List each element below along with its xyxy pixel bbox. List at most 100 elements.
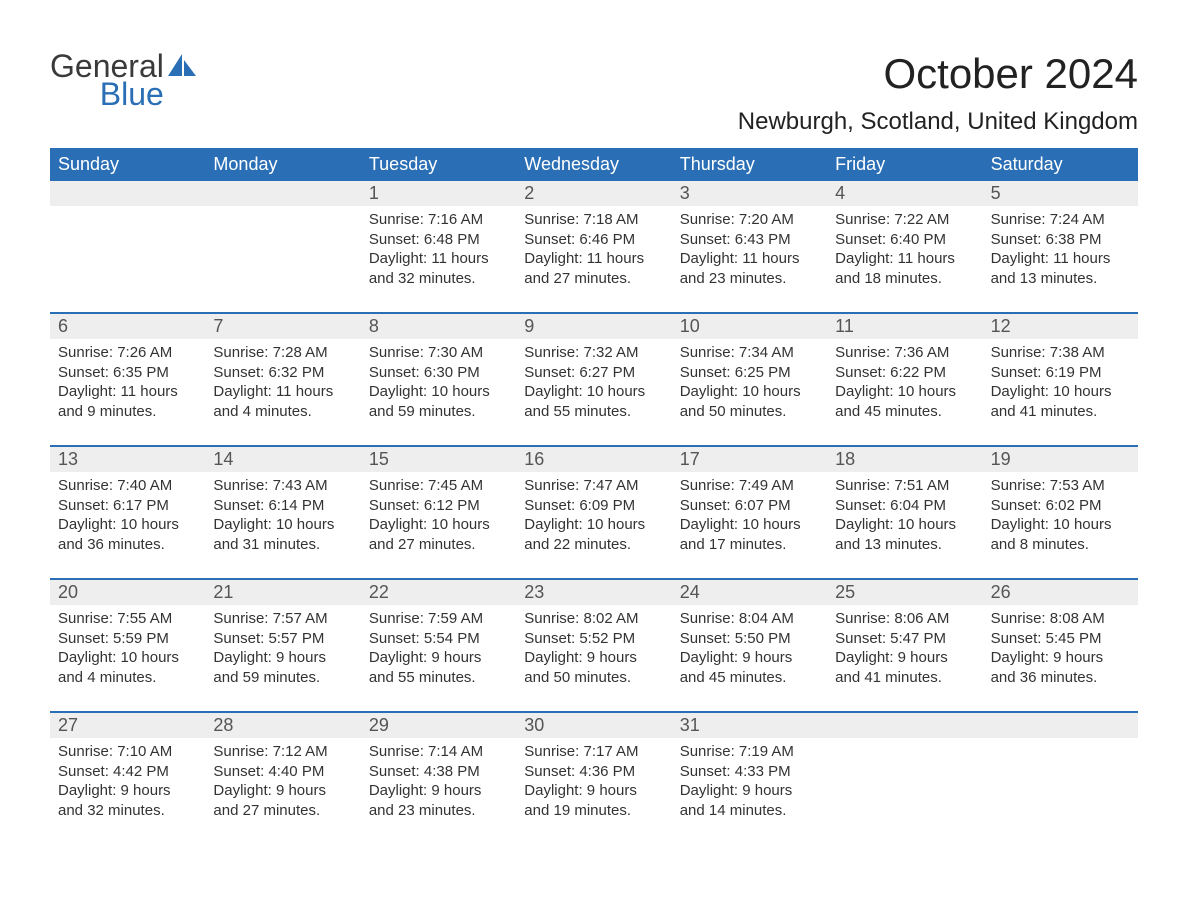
- sunset-text: Sunset: 4:40 PM: [213, 762, 352, 782]
- dow-wednesday: Wednesday: [516, 148, 671, 181]
- day-number: [827, 713, 982, 738]
- sunrise-text: Sunrise: 7:40 AM: [58, 476, 197, 496]
- sunset-text: Sunset: 6:19 PM: [991, 363, 1130, 383]
- day-cell: Sunrise: 7:55 AMSunset: 5:59 PMDaylight:…: [50, 605, 205, 711]
- sunset-text: Sunset: 6:02 PM: [991, 496, 1130, 516]
- day-cell: Sunrise: 7:22 AMSunset: 6:40 PMDaylight:…: [827, 206, 982, 312]
- day-number: 19: [983, 447, 1138, 472]
- day-cell: Sunrise: 7:28 AMSunset: 6:32 PMDaylight:…: [205, 339, 360, 445]
- sunset-text: Sunset: 6:14 PM: [213, 496, 352, 516]
- week-block: 20212223242526Sunrise: 7:55 AMSunset: 5:…: [50, 578, 1138, 711]
- day-number: 21: [205, 580, 360, 605]
- day-cell: Sunrise: 7:38 AMSunset: 6:19 PMDaylight:…: [983, 339, 1138, 445]
- day-cell: [983, 738, 1138, 844]
- day-number: 7: [205, 314, 360, 339]
- sunrise-text: Sunrise: 8:04 AM: [680, 609, 819, 629]
- day-number: 4: [827, 181, 982, 206]
- logo-text: General Blue: [50, 50, 164, 110]
- day-number: 12: [983, 314, 1138, 339]
- sunrise-text: Sunrise: 7:59 AM: [369, 609, 508, 629]
- daylight-text: Daylight: 10 hours and 36 minutes.: [58, 515, 197, 554]
- day-number: [983, 713, 1138, 738]
- sunset-text: Sunset: 6:27 PM: [524, 363, 663, 383]
- sunrise-text: Sunrise: 7:28 AM: [213, 343, 352, 363]
- title-block: October 2024 Newburgh, Scotland, United …: [738, 50, 1138, 136]
- daylight-text: Daylight: 10 hours and 27 minutes.: [369, 515, 508, 554]
- sunrise-text: Sunrise: 7:12 AM: [213, 742, 352, 762]
- sunrise-text: Sunrise: 8:08 AM: [991, 609, 1130, 629]
- sunset-text: Sunset: 6:25 PM: [680, 363, 819, 383]
- daylight-text: Daylight: 11 hours and 4 minutes.: [213, 382, 352, 421]
- day-number: 29: [361, 713, 516, 738]
- day-body-strip: Sunrise: 7:40 AMSunset: 6:17 PMDaylight:…: [50, 472, 1138, 578]
- day-cell: Sunrise: 7:26 AMSunset: 6:35 PMDaylight:…: [50, 339, 205, 445]
- sunrise-text: Sunrise: 7:26 AM: [58, 343, 197, 363]
- sunset-text: Sunset: 6:32 PM: [213, 363, 352, 383]
- sunset-text: Sunset: 6:38 PM: [991, 230, 1130, 250]
- day-number: 20: [50, 580, 205, 605]
- day-number-strip: 2728293031: [50, 713, 1138, 738]
- sunrise-text: Sunrise: 7:19 AM: [680, 742, 819, 762]
- day-cell: Sunrise: 7:49 AMSunset: 6:07 PMDaylight:…: [672, 472, 827, 578]
- month-title: October 2024: [738, 50, 1138, 98]
- day-number: 3: [672, 181, 827, 206]
- day-number: 9: [516, 314, 671, 339]
- sunrise-text: Sunrise: 7:45 AM: [369, 476, 508, 496]
- sunset-text: Sunset: 6:07 PM: [680, 496, 819, 516]
- sunrise-text: Sunrise: 8:02 AM: [524, 609, 663, 629]
- daylight-text: Daylight: 10 hours and 59 minutes.: [369, 382, 508, 421]
- daylight-text: Daylight: 11 hours and 9 minutes.: [58, 382, 197, 421]
- sunrise-text: Sunrise: 7:22 AM: [835, 210, 974, 230]
- day-number: 17: [672, 447, 827, 472]
- day-cell: Sunrise: 7:10 AMSunset: 4:42 PMDaylight:…: [50, 738, 205, 844]
- day-number: 15: [361, 447, 516, 472]
- daylight-text: Daylight: 9 hours and 50 minutes.: [524, 648, 663, 687]
- daylight-text: Daylight: 9 hours and 32 minutes.: [58, 781, 197, 820]
- day-number-strip: 12345: [50, 181, 1138, 206]
- sunrise-text: Sunrise: 7:53 AM: [991, 476, 1130, 496]
- sunrise-text: Sunrise: 7:14 AM: [369, 742, 508, 762]
- sunrise-text: Sunrise: 8:06 AM: [835, 609, 974, 629]
- day-body-strip: Sunrise: 7:10 AMSunset: 4:42 PMDaylight:…: [50, 738, 1138, 844]
- daylight-text: Daylight: 10 hours and 17 minutes.: [680, 515, 819, 554]
- daylight-text: Daylight: 11 hours and 27 minutes.: [524, 249, 663, 288]
- sunrise-text: Sunrise: 7:24 AM: [991, 210, 1130, 230]
- day-number: 18: [827, 447, 982, 472]
- sunset-text: Sunset: 6:17 PM: [58, 496, 197, 516]
- daylight-text: Daylight: 11 hours and 32 minutes.: [369, 249, 508, 288]
- sunset-text: Sunset: 6:04 PM: [835, 496, 974, 516]
- header: General Blue October 2024 Newburgh, Scot…: [50, 50, 1138, 136]
- daylight-text: Daylight: 9 hours and 36 minutes.: [991, 648, 1130, 687]
- sunset-text: Sunset: 6:12 PM: [369, 496, 508, 516]
- sunrise-text: Sunrise: 7:57 AM: [213, 609, 352, 629]
- sunrise-text: Sunrise: 7:43 AM: [213, 476, 352, 496]
- sunrise-text: Sunrise: 7:10 AM: [58, 742, 197, 762]
- daylight-text: Daylight: 9 hours and 19 minutes.: [524, 781, 663, 820]
- dow-monday: Monday: [205, 148, 360, 181]
- sunrise-text: Sunrise: 7:55 AM: [58, 609, 197, 629]
- day-number: 26: [983, 580, 1138, 605]
- sunset-text: Sunset: 5:54 PM: [369, 629, 508, 649]
- day-number: 11: [827, 314, 982, 339]
- sunrise-text: Sunrise: 7:16 AM: [369, 210, 508, 230]
- day-cell: Sunrise: 7:19 AMSunset: 4:33 PMDaylight:…: [672, 738, 827, 844]
- day-cell: Sunrise: 7:16 AMSunset: 6:48 PMDaylight:…: [361, 206, 516, 312]
- day-number: 2: [516, 181, 671, 206]
- day-cell: Sunrise: 8:02 AMSunset: 5:52 PMDaylight:…: [516, 605, 671, 711]
- day-cell: Sunrise: 7:53 AMSunset: 6:02 PMDaylight:…: [983, 472, 1138, 578]
- day-cell: Sunrise: 8:04 AMSunset: 5:50 PMDaylight:…: [672, 605, 827, 711]
- sunset-text: Sunset: 6:30 PM: [369, 363, 508, 383]
- day-number-strip: 20212223242526: [50, 580, 1138, 605]
- daylight-text: Daylight: 9 hours and 59 minutes.: [213, 648, 352, 687]
- sunset-text: Sunset: 5:45 PM: [991, 629, 1130, 649]
- day-cell: Sunrise: 7:47 AMSunset: 6:09 PMDaylight:…: [516, 472, 671, 578]
- daylight-text: Daylight: 9 hours and 55 minutes.: [369, 648, 508, 687]
- daylight-text: Daylight: 9 hours and 23 minutes.: [369, 781, 508, 820]
- week-block: 6789101112Sunrise: 7:26 AMSunset: 6:35 P…: [50, 312, 1138, 445]
- day-number: 8: [361, 314, 516, 339]
- sunset-text: Sunset: 5:50 PM: [680, 629, 819, 649]
- day-number: [50, 181, 205, 206]
- daylight-text: Daylight: 10 hours and 55 minutes.: [524, 382, 663, 421]
- day-number: 5: [983, 181, 1138, 206]
- daylight-text: Daylight: 9 hours and 41 minutes.: [835, 648, 974, 687]
